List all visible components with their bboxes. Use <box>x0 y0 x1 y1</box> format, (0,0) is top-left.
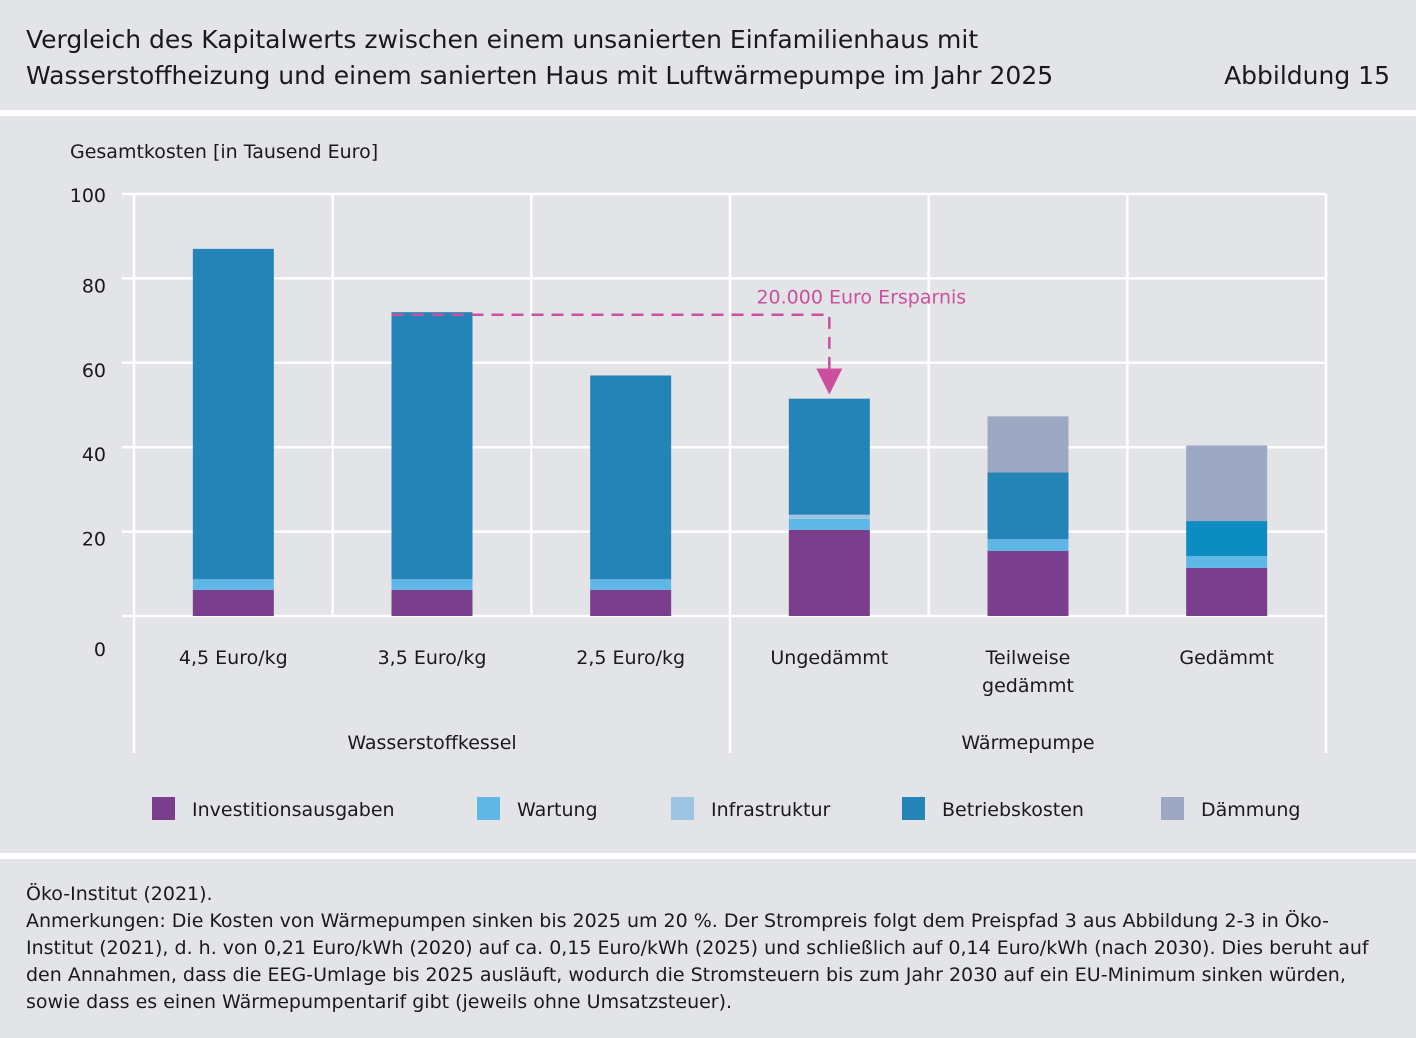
bar-segment-investitionsausgaben <box>192 589 274 616</box>
bar-segment-investitionsausgaben <box>590 589 672 616</box>
bar-segment-betriebskosten <box>987 472 1069 540</box>
bar-segment-wartung <box>192 579 274 590</box>
title-line-2: Wasserstoffheizung und einem sanierten H… <box>26 61 1054 90</box>
group-label: Wasserstoffkessel <box>347 732 516 754</box>
legend-swatch <box>902 797 925 820</box>
annotation-arrow-head <box>816 368 843 395</box>
bar-segment-dämmung <box>1186 445 1268 522</box>
source-note: Öko-Institut (2021). <box>26 883 213 905</box>
x-tick-label: 2,5 Euro/kg <box>576 647 685 669</box>
annotation-label: 20.000 Euro Ersparnis <box>756 287 966 309</box>
y-tick-label: 0 <box>94 639 106 661</box>
legend-label: Dämmung <box>1201 799 1300 821</box>
bar-segment-betriebskosten <box>1186 521 1268 557</box>
header: Vergleich des Kapitalwerts zwischen eine… <box>0 0 1416 110</box>
legend-swatch <box>152 797 175 820</box>
y-axis-label: Gesamtkosten [in Tausend Euro] <box>70 141 378 163</box>
legend-label: Infrastruktur <box>711 799 830 821</box>
bar-segment-wartung <box>1186 556 1268 568</box>
y-tick-label: 80 <box>82 275 106 297</box>
bar-segment-infrastruktur <box>788 514 870 519</box>
legend-swatch <box>671 797 694 820</box>
bar-segment-wartung <box>788 518 870 530</box>
bar-segment-wartung <box>987 539 1069 552</box>
bar-segment-investitionsausgaben <box>1186 567 1268 616</box>
y-tick-label: 60 <box>82 360 106 382</box>
bar-segment-betriebskosten <box>590 375 672 580</box>
chart-area: 0 20 40 60 80 100 Gesamtkosten [in Tausend Eur… <box>0 116 1416 853</box>
legend-label: Betriebskosten <box>942 799 1084 821</box>
legend-label: Investitionsausgaben <box>192 799 395 821</box>
figure-title: Vergleich des Kapitalwerts zwischen eine… <box>26 22 1126 94</box>
annotation-arrow-line <box>391 313 831 371</box>
bar-segment-betriebskosten <box>192 248 274 580</box>
bar-segment-wartung <box>391 579 473 590</box>
x-tick-label: Gedämmt <box>1179 647 1274 669</box>
title-line-1: Vergleich des Kapitalwerts zwischen eine… <box>26 25 979 54</box>
x-tick-label: 4,5 Euro/kg <box>179 647 288 669</box>
stacked-bar-chart: 0 20 40 60 80 100 Gesamtkosten [in Tausend Eur… <box>70 141 1328 821</box>
group-label: Wärmepumpe <box>961 732 1094 754</box>
legend-label: Wartung <box>517 799 598 821</box>
x-tick-label: 3,5 Euro/kg <box>378 647 487 669</box>
bar-segment-dämmung <box>987 416 1069 473</box>
bar-segment-betriebskosten <box>391 312 473 580</box>
bar-segment-investitionsausgaben <box>788 529 870 616</box>
y-tick-label: 20 <box>82 529 106 551</box>
bar-segment-betriebskosten <box>788 398 870 515</box>
legend-swatch <box>1161 797 1184 820</box>
annotations-note: Anmerkungen: Die Kosten von Wärmepumpen … <box>26 910 1369 1013</box>
footer: Öko-Institut (2021). Anmerkungen: Die Ko… <box>0 859 1416 1038</box>
y-tick-label: 40 <box>82 444 106 466</box>
x-tick-label: gedämmt <box>982 675 1074 697</box>
x-tick-label: Ungedämmt <box>770 647 888 669</box>
bar-segment-wartung <box>590 579 672 590</box>
figure-number: Abbildung 15 <box>1224 61 1390 90</box>
bar-segment-investitionsausgaben <box>987 551 1069 616</box>
bar-segment-investitionsausgaben <box>391 589 473 616</box>
x-tick-label: Teilweise <box>985 647 1071 669</box>
legend-swatch <box>477 797 500 820</box>
y-tick-label: 100 <box>70 185 106 207</box>
